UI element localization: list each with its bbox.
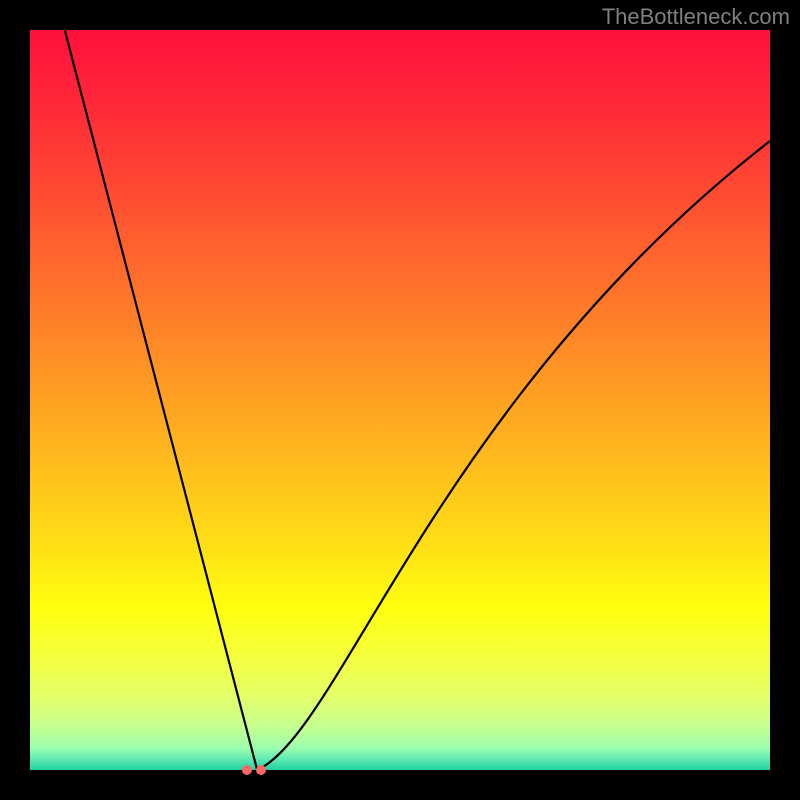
watermark-text: TheBottleneck.com (602, 4, 790, 30)
curve-minimum-marker (242, 765, 252, 775)
plot-area (30, 30, 770, 770)
curve-minimum-marker (256, 765, 266, 775)
bottleneck-curve (30, 30, 770, 770)
